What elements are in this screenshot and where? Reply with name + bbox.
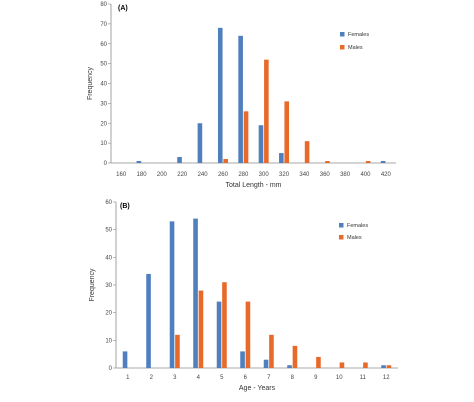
chart-2-bar-males-4 [198,290,204,368]
chart-2-legend-swatch-males [339,235,344,240]
chart-2-y-tick-label: 40 [105,255,112,261]
chart-2-bar-females-8 [287,365,292,368]
chart-1-y-tick-label: 50 [100,62,107,68]
chart-1-x-tick-label: 240 [198,172,209,178]
chart-1-bar-females-180 [136,161,142,163]
chart-2-bar-males-8 [292,345,298,368]
chart-1-x-tick-label: 420 [381,172,392,178]
chart-2-bar-males-3 [175,334,180,368]
chart-1-bar-females-280 [238,35,243,163]
chart-2-x-tick-label: 3 [173,375,177,381]
chart-1-y-tick-label: 0 [104,161,108,167]
chart-2-bar-males-11 [363,362,368,368]
chart-1-x-tick-label: 360 [320,172,331,178]
chart-2-y-tick-label: 50 [105,228,112,234]
chart-2-bar-males-6 [245,301,251,368]
chart-2-bar-males-5 [222,282,227,368]
chart-2-bar-females-6 [240,351,245,368]
chart-2-panel-label: (B) [120,203,130,210]
chart-1-panel-label: (A) [118,5,128,12]
chart-1-y-axis-title: Frequency [87,66,94,100]
chart-1-x-axis-title: Total Length - mm [225,182,281,189]
chart-2-y-tick-label: 30 [105,283,112,289]
chart-2-bar-females-3 [169,221,175,368]
chart-1-bar-males-360 [325,161,330,163]
chart-1-x-tick-label: 260 [218,172,229,178]
chart-1-bar-males-300 [264,59,269,163]
chart-1-legend-label-males: Males [348,45,363,51]
chart-2-legend-label-males: Males [347,235,362,241]
chart-1-y-tick-label: 30 [100,101,107,107]
chart-2-x-tick-label: 5 [220,375,224,381]
chart-1-x-tick-label: 320 [279,172,290,178]
chart-2-x-tick-label: 11 [360,375,367,381]
chart-2-y-tick-label: 10 [105,338,112,344]
chart-2-x-tick-label: 2 [150,375,154,381]
chart-1-legend-label-females: Females [348,32,369,38]
chart-1-y-tick-label: 40 [100,82,107,88]
chart-1-x-tick-label: 300 [259,172,270,178]
chart-1-y-tick-label: 70 [100,22,107,28]
chart-1-bar-females-320 [279,153,284,163]
chart-2-bar-females-5 [216,301,222,368]
chart-1-x-tick-label: 400 [360,172,371,178]
chart-2-bar-females-4 [193,218,198,368]
chart-1-y-tick-label: 80 [100,2,107,8]
chart-1-x-tick-label: 340 [299,172,310,178]
chart-1-y-tick-label: 20 [100,121,107,127]
chart-2-x-tick-label: 10 [336,375,343,381]
chart-1-x-tick-label: 180 [137,172,148,178]
chart-1-x-tick-label: 220 [177,172,188,178]
chart-2-x-tick-label: 9 [314,375,318,381]
chart-2-bar-females-12 [381,365,386,368]
chart-2-legend-label-females: Females [347,223,368,229]
chart-2-bar-males-12 [386,365,392,368]
chart-1-bar-females-300 [258,125,264,163]
chart-1-x-tick-label: 200 [157,172,168,178]
chart-2-x-tick-label: 8 [291,375,295,381]
chart-2-bar-males-7 [269,334,274,368]
chart-1-bar-females-260 [217,27,223,163]
chart-1-bar-males-320 [284,101,290,163]
chart-2-x-tick-label: 7 [267,375,271,381]
chart-1-bar-males-280 [243,111,249,163]
chart-2-y-tick-label: 20 [105,311,112,317]
chart-1-legend-swatch-females [340,32,345,37]
chart-2-y-tick-label: 60 [105,200,112,206]
chart-1-x-tick-label: 280 [238,172,249,178]
chart-2-x-tick-label: 6 [244,375,248,381]
chart-1-bar-females-240 [197,123,203,163]
chart-2-x-tick-label: 1 [126,375,130,381]
chart-2-x-tick-label: 4 [197,375,201,381]
chart-2-bar-males-9 [316,356,321,368]
chart-1-x-tick-label: 160 [116,172,127,178]
chart-2-y-axis-title: Frequency [89,268,96,302]
chart-1-bar-females-420 [380,161,386,163]
chart-2-x-axis-title: Age - Years [239,385,276,392]
chart-1-x-tick-label: 380 [340,172,351,178]
chart-2-bar-females-2 [146,273,151,368]
chart-1-legend-swatch-males [340,45,345,50]
chart-2-legend-swatch-females [339,223,344,228]
chart-1-y-tick-label: 10 [100,141,107,147]
chart-1-bar-females-220 [177,157,182,163]
chart-2-x-tick-label: 12 [383,375,390,381]
chart-2-y-tick-label: 0 [109,366,113,372]
chart-1-bar-males-400 [365,161,371,163]
chart-2-bar-females-7 [263,359,269,368]
chart-2-bar-males-10 [339,362,345,368]
chart-1-bar-males-260 [223,159,228,163]
chart-1-bar-males-340 [304,141,310,163]
chart-1-y-tick-label: 60 [100,42,107,48]
chart-2-bar-females-1 [122,351,128,368]
